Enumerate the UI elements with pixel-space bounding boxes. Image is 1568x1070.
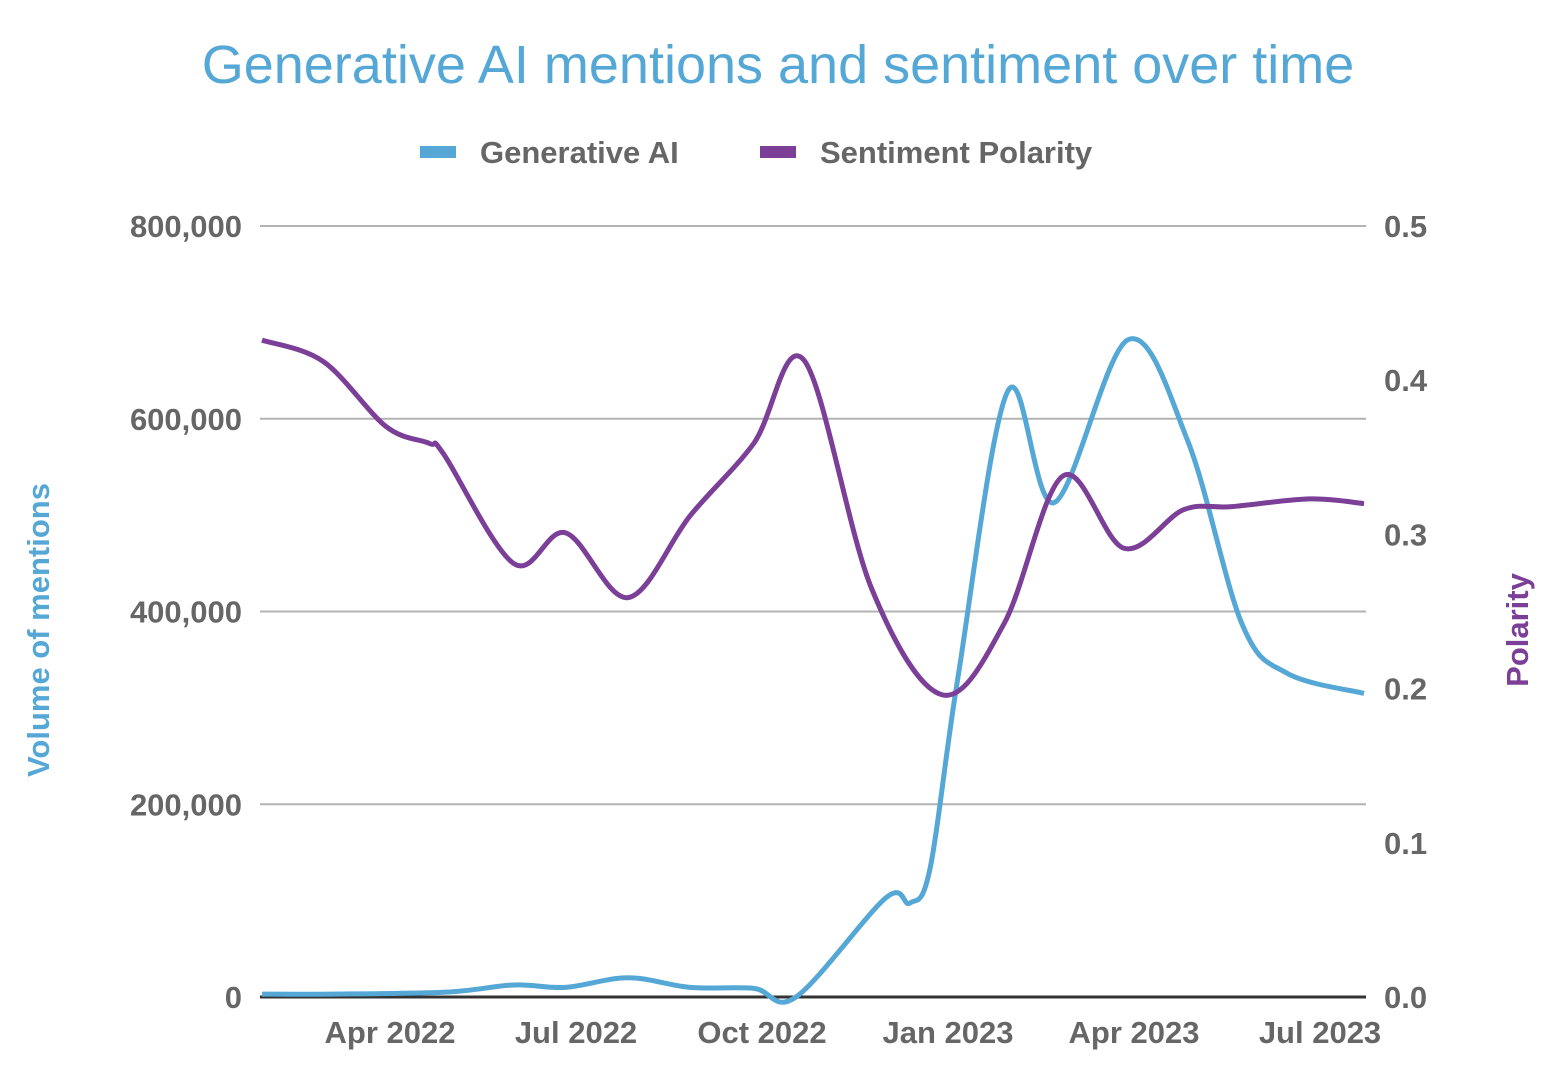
legend-swatch-generative-ai [420, 146, 456, 158]
legend-label-generative-ai: Generative AI [480, 135, 679, 170]
left-axis-title: Volume of mentions [21, 483, 56, 777]
x-tick-label: Apr 2022 [325, 1015, 456, 1050]
x-tick-label: Jan 2023 [883, 1015, 1014, 1050]
right-tick-label: 0.4 [1384, 363, 1428, 398]
x-tick-label: Jul 2022 [515, 1015, 637, 1050]
right-tick-label: 0.5 [1384, 209, 1427, 244]
x-tick-label: Oct 2022 [697, 1015, 826, 1050]
right-axis-title: Polarity [1500, 572, 1535, 686]
series-line-generative-ai [261, 336, 1365, 1005]
left-tick-label: 200,000 [130, 787, 242, 822]
right-tick-label: 0.1 [1384, 826, 1427, 861]
left-tick-label: 0 [225, 980, 242, 1015]
legend-swatch-sentiment-polarity [760, 146, 796, 158]
x-axis-ticks: Apr 2022 Jul 2022 Oct 2022 Jan 2023 Apr 2023… [325, 1015, 1382, 1050]
chart-title: Generative AI mentions and sentiment ove… [202, 35, 1355, 95]
left-tick-label: 800,000 [130, 209, 242, 244]
x-tick-label: Jul 2023 [1259, 1015, 1381, 1050]
left-tick-label: 600,000 [130, 402, 242, 437]
legend: Generative AI Sentiment Polarity [420, 135, 1093, 170]
right-axis-ticks: 0.0 0.1 0.2 0.3 0.4 0.5 [1384, 209, 1428, 1015]
left-axis-ticks: 0 200,000 400,000 600,000 800,000 [130, 209, 242, 1015]
gridlines [260, 225, 1366, 999]
left-tick-label: 400,000 [130, 595, 242, 630]
x-tick-label: Apr 2023 [1069, 1015, 1200, 1050]
right-tick-label: 0.2 [1384, 672, 1427, 707]
legend-label-sentiment-polarity: Sentiment Polarity [820, 135, 1093, 170]
right-tick-label: 0.3 [1384, 517, 1427, 552]
right-tick-label: 0.0 [1384, 980, 1427, 1015]
series-line-sentiment-polarity [261, 337, 1365, 698]
series-lines [261, 336, 1365, 1005]
